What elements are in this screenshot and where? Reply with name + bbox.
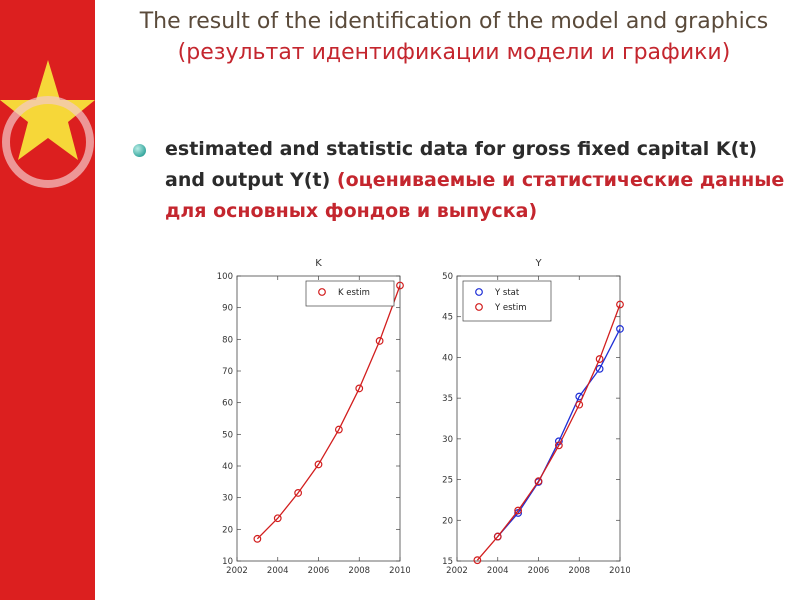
series-line-1 (476, 304, 621, 561)
bullet-text-english: estimated and statistic data for gross f… (165, 138, 758, 191)
slide-title-english: The result of the identification of the … (139, 9, 769, 34)
y-tick-label: 30 (442, 435, 453, 445)
y-tick-label: 35 (442, 394, 453, 404)
y-tick-label: 30 (222, 494, 233, 504)
legend-label: Y stat (494, 288, 520, 298)
legend-marker (475, 288, 483, 296)
legend-label: K estim (338, 288, 370, 298)
x-tick-label: 2004 (487, 566, 509, 576)
plot-area (236, 275, 401, 562)
slide-title-russian: (результат идентификации модели и график… (177, 40, 731, 65)
data-point (575, 400, 584, 409)
data-point (294, 489, 303, 497)
data-point (253, 534, 262, 543)
x-tick-label: 2010 (389, 566, 410, 576)
data-point (334, 425, 343, 434)
legend-label: Y estim (494, 303, 527, 313)
data-point (273, 514, 282, 523)
y-tick-label: 70 (222, 367, 233, 377)
data-point (314, 460, 323, 469)
data-point (534, 477, 543, 486)
y-tick-label: 10 (222, 557, 233, 567)
x-tick-label: 2002 (226, 566, 248, 576)
y-tick-label: 20 (442, 516, 453, 526)
y-tick-label: 60 (222, 399, 233, 409)
y-tick-label: 45 (442, 313, 453, 323)
y-tick-label: 20 (222, 525, 233, 535)
legend-marker (318, 288, 326, 296)
data-point (616, 325, 624, 333)
x-tick-label: 2006 (308, 566, 330, 576)
bullet-icon (133, 144, 146, 157)
bullet-text: estimated and statistic data for gross f… (165, 134, 790, 227)
y-tick-label: 50 (442, 272, 453, 282)
legend (462, 280, 552, 322)
plot-area (456, 275, 621, 562)
y-tick-label: 40 (222, 462, 233, 472)
y-tick-label: 25 (442, 476, 453, 486)
y-tick-label: 80 (222, 335, 233, 345)
x-tick-label: 2008 (568, 566, 590, 576)
data-point (396, 281, 404, 290)
decorative-flag-background (0, 0, 95, 600)
y-tick-label: 40 (442, 353, 453, 363)
bullet-text-russian: (оцениваемые и статистические данные для… (165, 169, 785, 222)
x-tick-label: 2002 (446, 566, 468, 576)
data-point (493, 532, 502, 541)
data-point (554, 441, 563, 450)
x-tick-label: 2008 (348, 566, 370, 576)
y-tick-label: 15 (442, 557, 453, 567)
y-tick-label: 100 (217, 272, 233, 282)
x-tick-label: 2004 (267, 566, 289, 576)
series-line-0 (256, 285, 401, 540)
y-tick-label: 50 (222, 430, 233, 440)
chart-title: K (315, 258, 322, 269)
chart-title: Y (534, 258, 542, 269)
y-tick-label: 90 (222, 304, 233, 314)
series-line-0 (497, 328, 621, 537)
data-point (375, 337, 384, 345)
legend (305, 280, 395, 307)
legend-marker (475, 303, 483, 311)
x-tick-label: 2006 (528, 566, 550, 576)
chart-y: Y 2002 2004 2006 2008 2010 15 20 25 30 35 40 45 50 Y s… (442, 258, 630, 576)
data-point (473, 556, 482, 565)
data-point (355, 384, 364, 393)
slide-title: The result of the identification of the … (118, 6, 790, 68)
data-point (595, 364, 604, 373)
data-point (514, 506, 523, 515)
data-point (595, 355, 604, 363)
data-point (616, 300, 624, 309)
x-tick-label: 2010 (609, 566, 630, 576)
